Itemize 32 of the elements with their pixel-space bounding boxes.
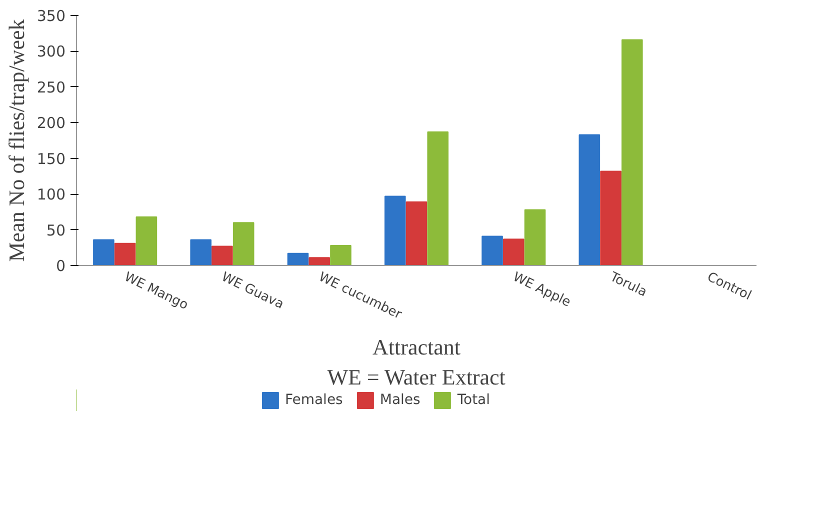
text: WE = Water Extract: [327, 364, 506, 390]
bar: [600, 170, 622, 266]
bar: [190, 239, 212, 266]
bar: [330, 245, 352, 266]
bar: [384, 196, 406, 266]
y-tick-label: 0: [56, 257, 66, 275]
legend-label: Males: [380, 392, 420, 408]
bar: [406, 201, 428, 266]
bar: [114, 242, 136, 266]
bar: [622, 39, 643, 266]
bar: [136, 216, 158, 266]
y-tick-label: 150: [36, 150, 66, 168]
bar: [482, 236, 503, 266]
legend-label: Females: [284, 392, 343, 408]
bar: [502, 238, 524, 266]
y-tick-label: 350: [36, 7, 66, 25]
bar: [308, 257, 330, 266]
bar: [232, 222, 254, 266]
y-tick-label: 100: [36, 186, 66, 204]
bar: [93, 239, 114, 266]
bar: [287, 252, 309, 266]
y-tick-label: 300: [36, 42, 66, 61]
bar: [212, 246, 233, 266]
y-tick-label: 200: [36, 114, 66, 132]
bar: [578, 134, 600, 266]
legend-label: Total: [457, 392, 490, 408]
y-tick-label: 50: [46, 221, 66, 240]
y-axis-title: Mean No of flies/trap/week: [4, 19, 29, 262]
x-axis-title: Attractant: [372, 334, 460, 360]
bar: [524, 209, 546, 266]
bar: [427, 131, 449, 266]
y-tick-label: 250: [36, 78, 66, 96]
